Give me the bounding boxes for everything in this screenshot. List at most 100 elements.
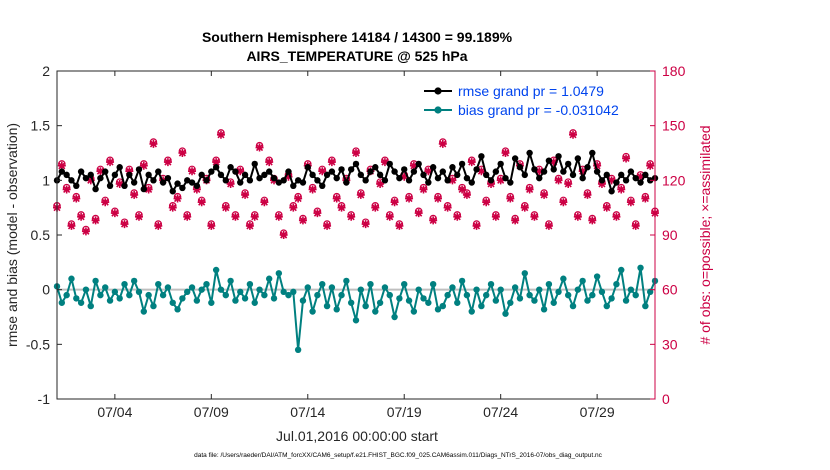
bias-point [188,284,196,291]
bias-point [521,270,528,277]
assimilated-count-marker [569,130,578,139]
rmse-point [560,168,567,175]
bias-point [516,295,524,302]
assimilated-count-marker [284,172,293,181]
assimilated-count-marker [631,221,640,230]
bias-point [314,291,321,299]
rmse-point [237,179,244,186]
assimilated-count-marker [347,212,356,221]
bias-point [126,291,133,299]
rmse-point [217,171,225,179]
x-tick-label: 07/24 [483,404,518,420]
rmse-point [290,182,297,189]
rmse-point [613,179,620,186]
bias-point [87,302,94,310]
rmse-point [343,179,350,186]
bias-point [458,277,466,285]
bias-point [584,297,591,304]
assimilated-count-marker [448,176,457,185]
y-left-tick-label: -1 [38,391,51,407]
rmse-point [468,179,475,186]
bias-point [569,302,577,310]
assimilated-count-marker [318,167,327,176]
bias-point [444,291,451,299]
assimilated-count-marker [424,167,433,176]
rmse-point [598,177,606,184]
bias-point [550,299,557,306]
rmse-point [256,174,263,182]
bias-point [473,286,480,293]
bias-point [560,275,567,282]
bias-point [261,291,268,299]
legend-rmse-marker [434,87,442,95]
assimilated-count-marker [400,172,409,181]
assimilated-count-marker [395,221,404,230]
legend: rmse grand pr = 1.0479 bias grand pr = -… [419,79,645,121]
assimilated-count-marker [646,161,655,170]
rmse-point [622,177,630,184]
assimilated-count-marker [496,176,505,185]
bias-point [304,284,311,291]
x-tick-label: 07/04 [97,404,132,420]
bias-point [184,288,191,296]
assimilated-count-marker [323,221,332,230]
rmse-point [251,160,258,168]
bias-point [646,288,654,296]
chart-title-line2: AIRS_TEMPERATURE @ 525 hPa [246,48,467,64]
rmse-point [439,168,447,175]
bias-point [598,288,606,296]
x-axis-label: Jul.01,2016 00:00:00 start [276,428,438,444]
bias-point [217,286,225,293]
x-tick-label: 07/29 [580,404,615,420]
assimilated-count-marker [274,212,283,221]
assimilated-count-marker [352,149,360,157]
bias-point [135,288,143,296]
rmse-point [280,177,287,184]
bias-point [468,308,475,315]
assimilated-count-marker [110,209,119,218]
assimilated-count-marker [125,167,134,176]
assimilated-count-marker [279,231,288,239]
rmse-point [429,164,437,171]
rmse-point [589,149,596,157]
y-left-tick-label: 2 [42,63,50,79]
assimilated-count-marker [607,176,616,185]
rmse-point [261,171,268,179]
rmse-point [642,171,649,179]
bias-point [574,286,582,293]
assimilated-count-marker [617,185,626,194]
bias-point [454,299,461,306]
bias-point [319,281,326,288]
assimilated-count-marker [559,198,568,207]
bias-point [82,286,90,293]
bias-point [77,299,85,306]
assimilated-count-marker [525,185,534,194]
assimilated-count-marker [380,158,389,167]
rmse-point [145,171,152,179]
bias-point [58,299,66,306]
bias-point [425,299,432,306]
rmse-point [507,179,514,186]
assimilated-count-marker [429,216,438,225]
bias-point [169,299,176,306]
plot-area [57,71,655,399]
assimilated-count-marker [390,198,399,207]
bias-point [531,297,538,304]
assimilated-count-marker [511,216,520,225]
bias-point [111,288,119,296]
bias-point [150,302,157,310]
bias-point [237,288,244,296]
rmse-point [483,171,490,179]
bias-point [198,286,205,293]
bias-point [130,277,138,285]
bias-point [391,313,398,321]
assimilated-count-marker [433,194,442,203]
y-right-tick-label: 30 [662,336,678,352]
bias-point [497,286,504,293]
y-axis-label-left: rmse and bias (model - observation) [4,123,20,347]
bias-point [174,306,181,313]
bias-point [622,297,630,304]
bias-point [323,302,331,310]
bias-point [232,297,239,304]
x-tick-label: 07/19 [387,404,422,420]
